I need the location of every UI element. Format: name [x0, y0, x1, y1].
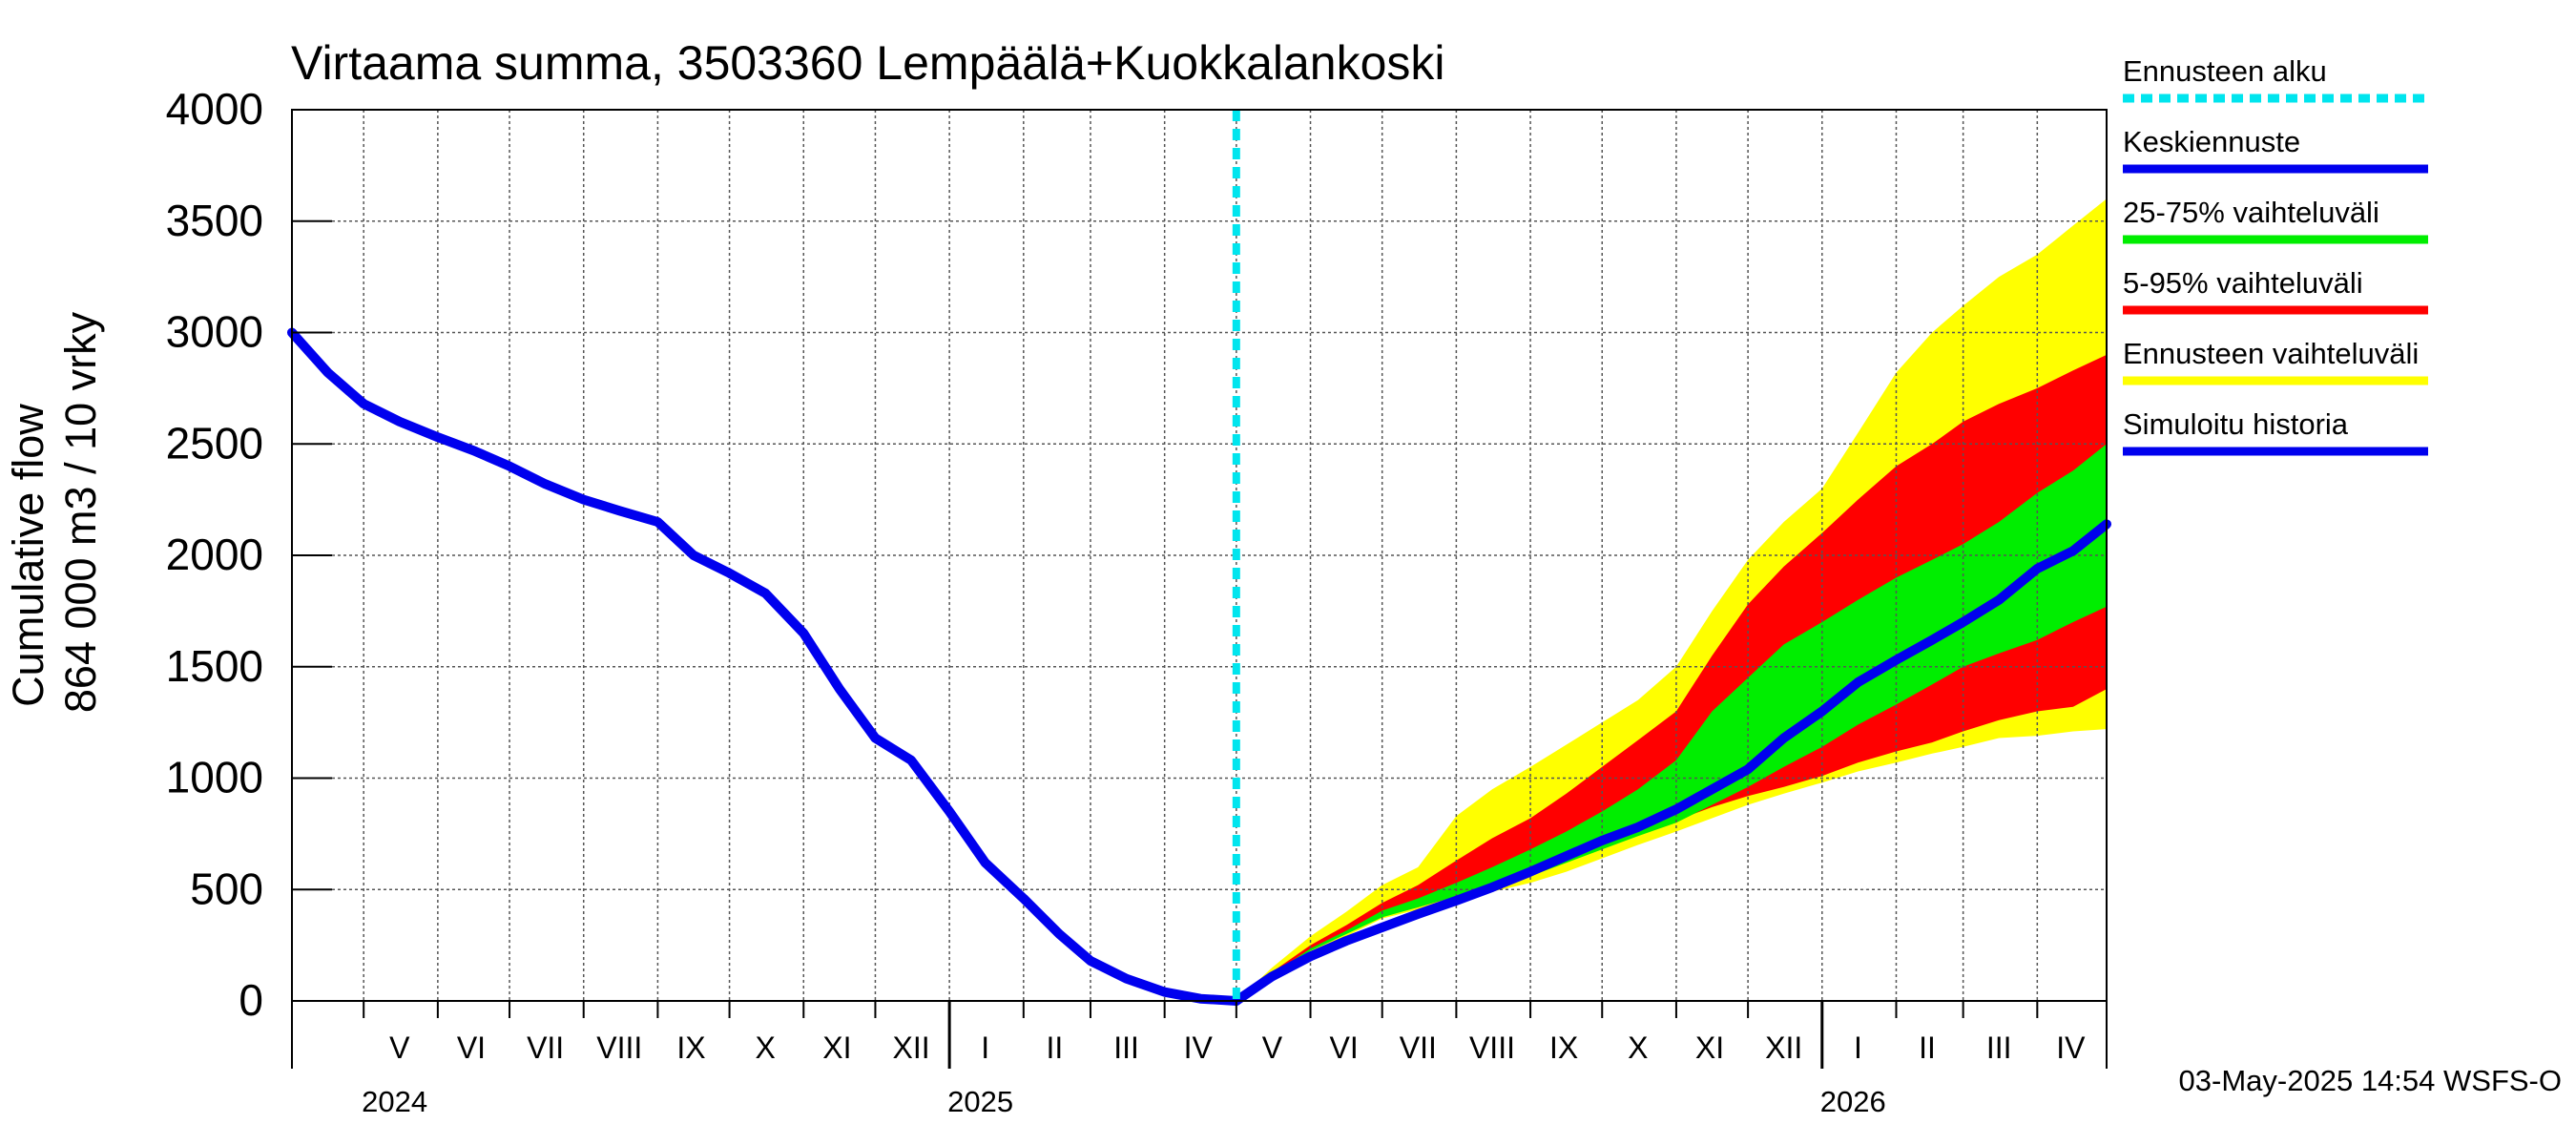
month-label-19: XII [1765, 1030, 1802, 1065]
month-label-7: XII [892, 1030, 929, 1065]
band-2 [1236, 444, 2107, 1001]
month-label-6: XI [822, 1030, 851, 1065]
month-label-9: II [1047, 1030, 1064, 1065]
legend: Ennusteen alku Keskiennuste 25-75% vaihtel… [2123, 54, 2428, 456]
month-label-22: III [1986, 1030, 2012, 1065]
y-tick-label-2: 1000 [166, 753, 263, 802]
month-label-16: IX [1549, 1030, 1578, 1065]
month-label-23: IV [2056, 1030, 2086, 1065]
month-label-3: VIII [596, 1030, 642, 1065]
grid-lines [292, 109, 2107, 1001]
y-tick-label-6: 3000 [166, 307, 263, 357]
y-tick-label-4: 2000 [166, 530, 263, 579]
month-label-11: IV [1184, 1030, 1214, 1065]
legend-label-4: Ennusteen vaihteluväli [2123, 337, 2419, 370]
y-tick-label-8: 4000 [166, 84, 263, 134]
month-label-10: III [1113, 1030, 1139, 1065]
year-label-1: 2025 [947, 1085, 1013, 1118]
legend-label-0: Ennusteen alku [2123, 54, 2327, 88]
year-label-0: 2024 [362, 1085, 427, 1118]
month-label-0: V [389, 1030, 410, 1065]
month-label-4: IX [676, 1030, 705, 1065]
data-lines [287, 110, 2111, 1006]
month-label-8: I [981, 1030, 989, 1065]
y-tick-label-1: 500 [190, 864, 263, 913]
band-1 [1236, 354, 2107, 1001]
month-label-15: VIII [1469, 1030, 1515, 1065]
month-label-13: VI [1329, 1030, 1358, 1065]
legend-label-2: 25-75% vaihteluväli [2123, 196, 2379, 229]
y-axis-label-0: 864 000 m3 / 10 vrky [56, 311, 105, 713]
legend-label-3: 5-95% vaihteluväli [2123, 266, 2363, 300]
month-label-14: VII [1400, 1030, 1437, 1065]
chart-title: Virtaama summa, 3503360 Lempäälä+Kuokkal… [291, 36, 1445, 90]
legend-label-1: Keskiennuste [2123, 125, 2300, 158]
y-tick-label-5: 2500 [166, 418, 263, 468]
legend-label-5: Simuloitu historia [2123, 407, 2349, 441]
series-line-1 [287, 327, 1241, 1006]
month-label-12: V [1262, 1030, 1283, 1065]
month-label-5: X [756, 1030, 776, 1065]
month-label-18: XI [1695, 1030, 1724, 1065]
y-axis-label-1: Cumulative flow [4, 404, 52, 707]
month-label-2: VII [527, 1030, 564, 1065]
month-label-17: X [1628, 1030, 1648, 1065]
series-line-0 [1231, 519, 2111, 1006]
footer-timestamp: 03-May-2025 14:54 WSFS-O [2179, 1064, 2562, 1097]
year-label-2: 2026 [1820, 1085, 1886, 1118]
band-0 [1236, 198, 2107, 1001]
y-tick-label-0: 0 [239, 975, 263, 1025]
y-tick-label-3: 1500 [166, 641, 263, 691]
month-label-21: II [1919, 1030, 1936, 1065]
month-label-20: I [1854, 1030, 1862, 1065]
y-tick-label-7: 3500 [166, 196, 263, 245]
month-label-1: VI [457, 1030, 486, 1065]
forecast-bands [1236, 198, 2107, 1001]
